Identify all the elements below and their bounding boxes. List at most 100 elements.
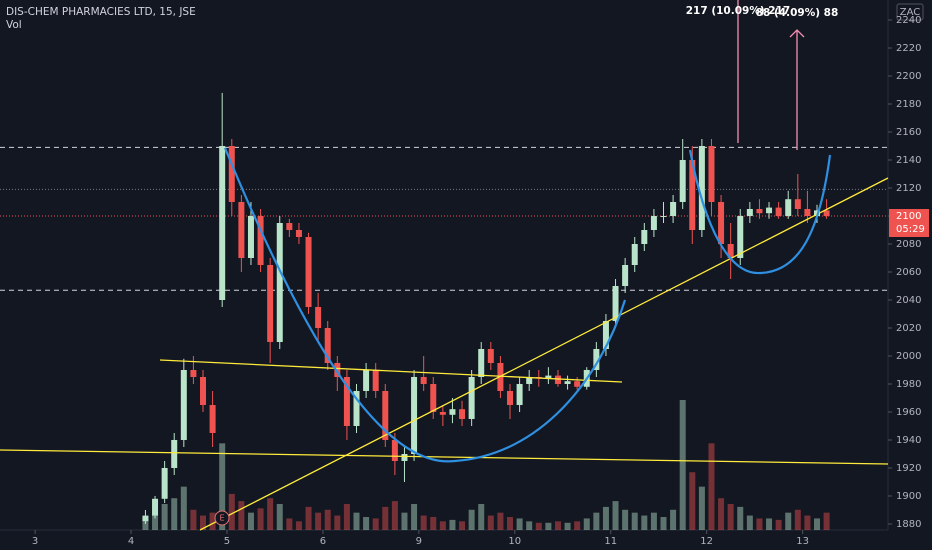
candle-body bbox=[478, 348, 485, 377]
volume-bar bbox=[267, 498, 274, 530]
volume-bar bbox=[257, 508, 264, 530]
volume-bar bbox=[200, 515, 207, 530]
volume-bar bbox=[756, 518, 763, 530]
volume-bar bbox=[391, 501, 398, 530]
candle-body bbox=[602, 320, 609, 349]
volume-bar bbox=[487, 515, 494, 530]
measure-label: 217 (10.09%) 217 bbox=[686, 5, 790, 17]
x-tick-label: 10 bbox=[508, 536, 521, 547]
volume-bar bbox=[708, 443, 715, 530]
candle-body bbox=[190, 369, 197, 377]
arrow-head bbox=[789, 29, 805, 38]
cup-curve bbox=[223, 147, 627, 463]
y-tick-label: 2040 bbox=[896, 295, 921, 306]
candle-body bbox=[343, 376, 350, 426]
candle-body bbox=[286, 223, 293, 231]
volume-bar bbox=[411, 504, 418, 530]
y-tick-label: 2080 bbox=[896, 239, 921, 250]
candle-body bbox=[267, 265, 274, 342]
volume-bar bbox=[439, 521, 446, 530]
y-tick-label: 2120 bbox=[896, 183, 921, 194]
drawings bbox=[0, 0, 889, 531]
volume-bar bbox=[718, 498, 725, 530]
x-tick-label: 5 bbox=[224, 536, 230, 547]
y-tick-label: 2020 bbox=[896, 323, 921, 334]
volume-bar bbox=[794, 509, 801, 530]
y-tick-label: 1880 bbox=[896, 519, 921, 530]
volume-bar bbox=[641, 515, 648, 530]
candle-body bbox=[257, 216, 264, 265]
candle-body bbox=[737, 216, 744, 259]
volume-bar bbox=[180, 486, 187, 530]
candle-body bbox=[152, 498, 159, 516]
volume-bar bbox=[401, 512, 408, 530]
x-tick-label: 9 bbox=[416, 536, 422, 547]
candle-body bbox=[766, 207, 773, 214]
volume-bar bbox=[526, 521, 533, 530]
volume-bar bbox=[247, 512, 254, 530]
volume-bar bbox=[382, 506, 389, 530]
volume-bar bbox=[593, 512, 600, 530]
candle-body bbox=[430, 383, 437, 412]
candle-body bbox=[679, 160, 686, 203]
volume-bar bbox=[535, 522, 542, 530]
candle-body bbox=[180, 369, 187, 440]
axes-layer: 1880 1900 1920 1940 1960 1980 2000 2020 2040 2060… bbox=[32, 15, 929, 547]
earnings-badge[interactable] bbox=[214, 510, 230, 526]
candle-body bbox=[468, 376, 475, 419]
candle-body bbox=[459, 409, 466, 419]
candle-body bbox=[420, 376, 427, 384]
currency-box[interactable] bbox=[896, 3, 924, 21]
volume-bar bbox=[190, 509, 197, 530]
candle-body bbox=[727, 244, 734, 259]
volume-bar bbox=[420, 515, 427, 530]
volume-bar bbox=[295, 521, 302, 530]
y-tick-label: 1980 bbox=[896, 379, 921, 390]
candle-body bbox=[698, 146, 705, 231]
candle-body bbox=[315, 306, 322, 328]
candle-body bbox=[622, 265, 629, 286]
volume-bar bbox=[631, 512, 638, 530]
volume-bar bbox=[161, 504, 168, 530]
volume-bar bbox=[650, 512, 657, 530]
volume-bar bbox=[315, 512, 322, 530]
candle-body bbox=[660, 216, 667, 218]
x-tick-label: 3 bbox=[32, 536, 38, 547]
volume-bar bbox=[814, 518, 821, 530]
y-tick-label: 2060 bbox=[896, 267, 921, 278]
y-tick-label: 1920 bbox=[896, 463, 921, 474]
candle-body bbox=[574, 381, 581, 387]
volume-bar bbox=[507, 517, 514, 530]
candle-body bbox=[593, 348, 600, 370]
volume-layer bbox=[142, 400, 830, 530]
volume-bar bbox=[334, 515, 341, 530]
candle-body bbox=[746, 209, 753, 217]
candle-body bbox=[785, 199, 792, 217]
y-tick-label: 2220 bbox=[896, 43, 921, 54]
volume-bar bbox=[574, 521, 581, 530]
chart-title: DIS-CHEM PHARMACIES LTD, 15, JSE bbox=[6, 6, 196, 18]
y-tick-label: 2140 bbox=[896, 155, 921, 166]
volume-bar bbox=[459, 521, 466, 530]
volume-bar bbox=[823, 512, 830, 530]
candle-body bbox=[219, 146, 226, 300]
volume-bar bbox=[785, 512, 792, 530]
volume-bar bbox=[142, 518, 149, 530]
candle-body bbox=[650, 216, 657, 231]
volume-bar bbox=[152, 512, 159, 530]
volume-bar bbox=[602, 506, 609, 530]
candle-body bbox=[228, 146, 235, 203]
candle-body bbox=[689, 160, 696, 231]
trend-line bbox=[0, 449, 889, 465]
x-tick-label: 13 bbox=[796, 536, 809, 547]
candle-body bbox=[276, 223, 283, 342]
volume-bar bbox=[363, 517, 370, 530]
volume-bar bbox=[727, 504, 734, 530]
volume-bar bbox=[497, 512, 504, 530]
candle-body bbox=[439, 411, 446, 415]
candle-body bbox=[209, 404, 216, 433]
volume-bar bbox=[564, 522, 571, 530]
last-price-box bbox=[889, 209, 929, 238]
